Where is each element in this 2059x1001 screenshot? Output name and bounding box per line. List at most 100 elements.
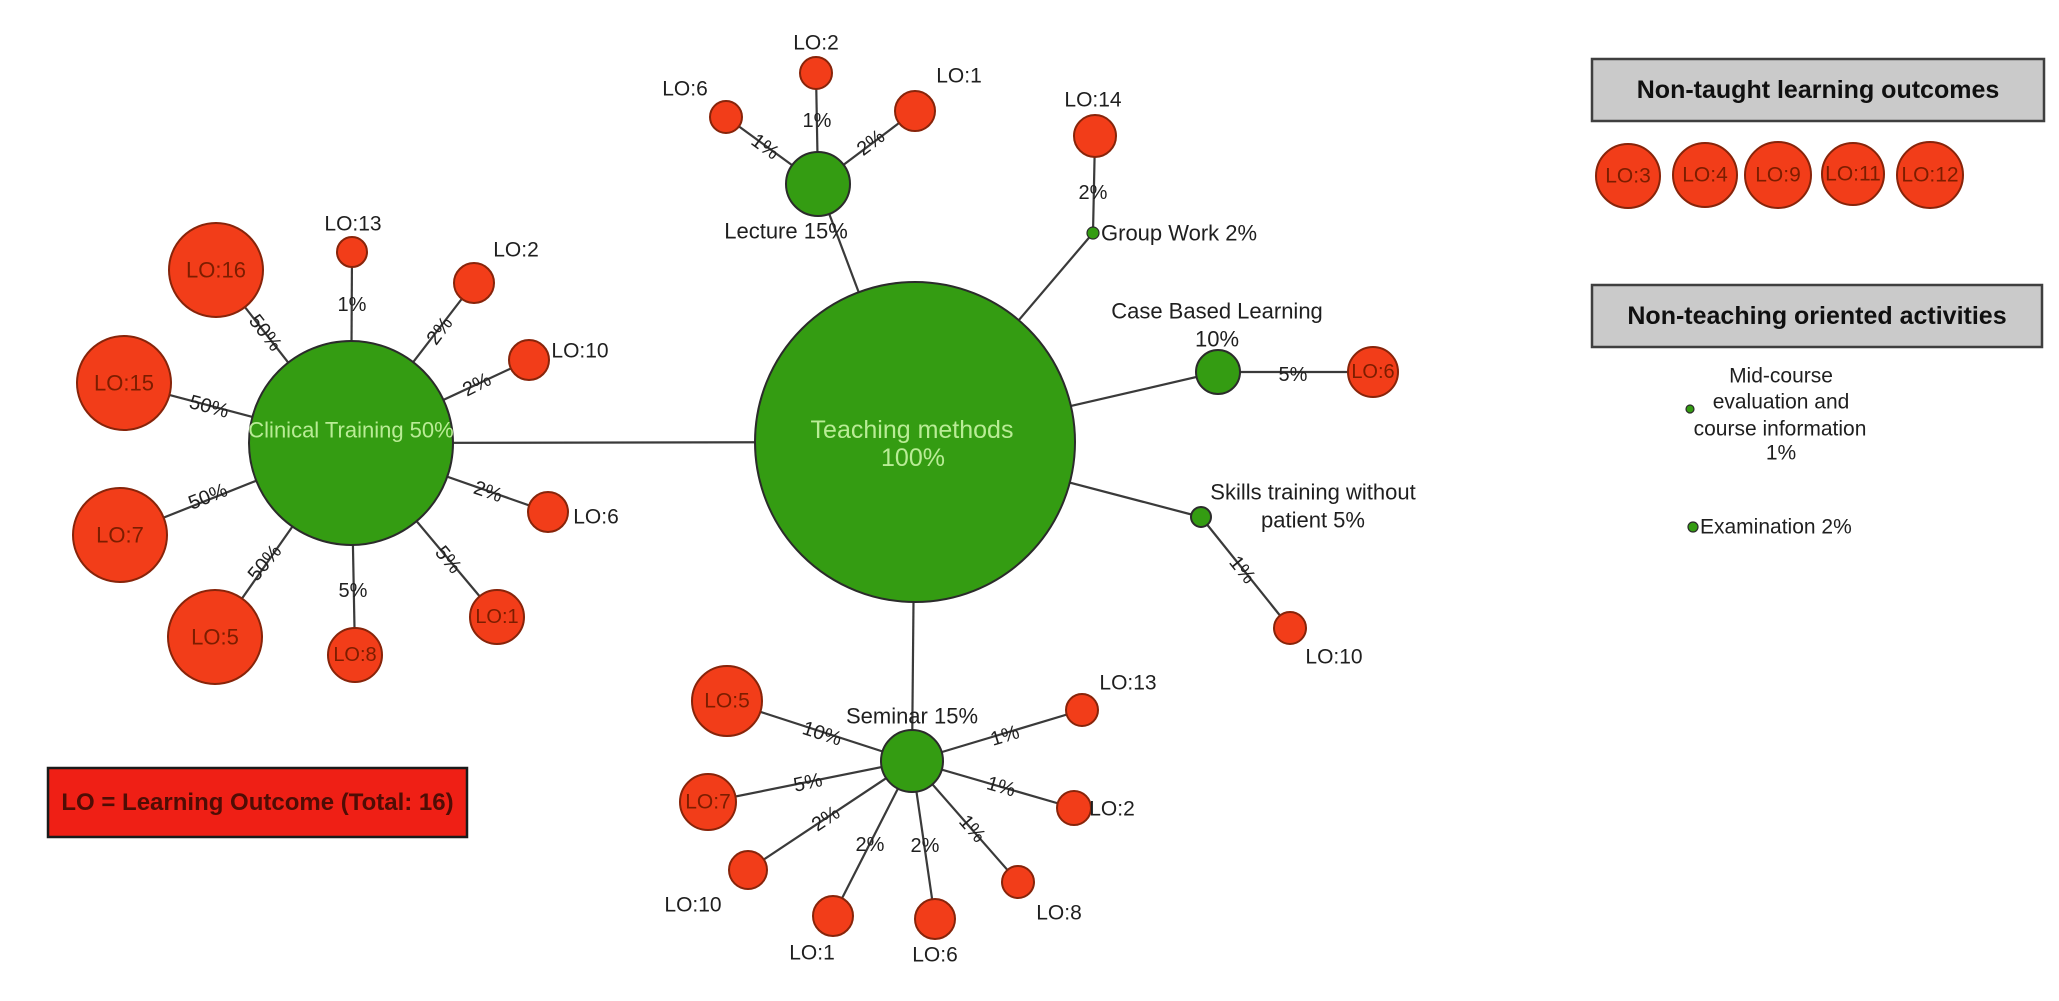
lo4-panel-node	[1672, 142, 1738, 208]
examination-dot	[1687, 521, 1699, 533]
lecture-node	[785, 151, 851, 217]
seminar-node	[880, 729, 944, 793]
midcourse-label-line4: 1%	[1766, 442, 1796, 465]
lo5-seminar-text: LO:5	[704, 690, 750, 713]
lo10-seminar-label: LO:10	[664, 894, 721, 917]
lo6-clinical-label: LO:6	[573, 506, 619, 529]
midcourse-label-line1: Mid-course	[1729, 365, 1833, 388]
teaching-methods-label-line1: Teaching methods	[811, 416, 1014, 444]
pct-seminar-lo2: 1%	[984, 772, 1018, 801]
lo1-clinical-node	[469, 589, 525, 645]
pct-clinical-lo16: 50%	[244, 310, 286, 355]
lo1-seminar-label: LO:1	[789, 942, 835, 965]
lo1-clinical-text: LO:1	[475, 606, 518, 628]
lo13-seminar-label: LO:13	[1099, 672, 1156, 695]
lo8-seminar-label: LO:8	[1036, 902, 1082, 925]
lo1-lecture-node	[894, 90, 936, 132]
pct-casebased-lo6: 5%	[1279, 364, 1308, 386]
group-work-dot	[1086, 226, 1100, 240]
midcourse-evaluation-dot	[1685, 404, 1695, 414]
edge-skills-lo10	[1200, 516, 1291, 629]
lo2-lecture-node	[799, 56, 833, 90]
lo4-panel-text: LO:4	[1682, 164, 1728, 187]
lo12-panel-text: LO:12	[1901, 164, 1958, 187]
lo10-skills-node	[1273, 611, 1307, 645]
case-based-learning-node	[1195, 349, 1241, 395]
pct-groupwork-lo14: 2%	[1079, 182, 1108, 204]
pct-clinical-lo7: 50%	[185, 479, 231, 514]
pct-seminar-lo10: 2%	[808, 802, 844, 837]
pct-seminar-lo13: 1%	[988, 721, 1022, 751]
lo2-clinical-node	[453, 262, 495, 304]
lo15-clinical-node	[76, 335, 172, 431]
non-teaching-activities-header	[1590, 283, 2044, 349]
lo11-panel-node	[1821, 142, 1885, 206]
midcourse-label-line2: evaluation and	[1713, 391, 1850, 414]
examination-label: Examination 2%	[1700, 516, 1852, 539]
lo12-panel-node	[1896, 141, 1964, 209]
pct-clinical-lo5: 50%	[244, 540, 287, 585]
lecture-label: Lecture 15%	[724, 219, 848, 244]
lo7-clinical-node	[72, 487, 168, 583]
lo10-seminar-node	[728, 850, 768, 890]
edge-seminar-lo10	[747, 760, 913, 871]
lo16-clinical-text: LO:16	[186, 258, 246, 283]
midcourse-label-line3: course information	[1694, 418, 1867, 441]
lo6-seminar-node	[914, 898, 956, 940]
pct-seminar-lo1: 2%	[856, 834, 885, 856]
lo6-clinical-node	[527, 491, 569, 533]
pct-clinical-lo6: 2%	[471, 477, 506, 507]
lo2-clinical-label: LO:2	[493, 239, 539, 262]
lo5-clinical-text: LO:5	[191, 625, 239, 650]
lo6-casebased-node	[1347, 346, 1399, 398]
lo10-skills-label: LO:10	[1305, 646, 1362, 669]
lo8-clinical-text: LO:8	[333, 644, 376, 666]
lo5-seminar-node	[691, 665, 763, 737]
lo8-clinical-node	[327, 627, 383, 683]
lo5-clinical-node	[167, 589, 263, 685]
lo13-seminar-node	[1065, 693, 1099, 727]
lo1-lecture-label: LO:1	[936, 65, 982, 88]
pct-clinical-lo15: 50%	[187, 391, 232, 423]
lo7-seminar-text: LO:7	[685, 791, 731, 814]
lo2-seminar-label: LO:2	[1089, 798, 1135, 821]
pct-lecture-lo1: 2%	[853, 125, 889, 160]
skills-training-label-line1: Skills training without	[1210, 480, 1415, 505]
lo6-seminar-label: LO:6	[912, 944, 958, 967]
lo9-panel-text: LO:9	[1755, 164, 1801, 187]
lo10-clinical-label: LO:10	[551, 340, 608, 363]
case-based-learning-label-line1: Case Based Learning	[1111, 299, 1323, 324]
lo3-panel-text: LO:3	[1605, 165, 1651, 188]
skills-training-dot	[1190, 506, 1212, 528]
lo13-clinical-node	[336, 236, 368, 268]
lo14-label: LO:14	[1064, 89, 1122, 112]
seminar-label: Seminar 15%	[846, 704, 978, 729]
edge-seminar-lo7	[707, 759, 913, 804]
lo9-panel-node	[1744, 141, 1812, 209]
lo6-casebased-text: LO:6	[1351, 361, 1394, 383]
group-work-label: Group Work 2%	[1101, 221, 1257, 246]
non-taught-outcomes-header	[1590, 57, 2046, 123]
lo8-seminar-node	[1001, 865, 1035, 899]
legend-box	[46, 766, 469, 839]
legend-label: LO = Learning Outcome (Total: 16)	[61, 789, 453, 816]
pct-clinical-lo13: 1%	[338, 294, 367, 316]
clinical-training-node	[248, 340, 454, 546]
pct-clinical-lo10: 2%	[459, 369, 495, 402]
non-taught-outcomes-header-title: Non-taught learning outcomes	[1637, 76, 2000, 104]
lo11-panel-text: LO:11	[1825, 163, 1881, 186]
lo14-groupwork-node	[1073, 114, 1117, 158]
lo3-panel-node	[1595, 143, 1661, 209]
teaching-methods-node	[754, 281, 1076, 603]
pct-seminar-lo5: 10%	[800, 717, 845, 750]
lo7-seminar-node	[679, 773, 737, 831]
lo2-lecture-label: LO:2	[793, 32, 839, 55]
pct-seminar-lo6: 2%	[911, 835, 940, 857]
case-based-learning-label-line2: 10%	[1195, 327, 1239, 352]
lo6-lecture-node	[709, 100, 743, 134]
lo1-seminar-node	[812, 895, 854, 937]
lo7-clinical-text: LO:7	[96, 523, 144, 548]
non-teaching-activities-header-title: Non-teaching oriented activities	[1627, 302, 2006, 330]
